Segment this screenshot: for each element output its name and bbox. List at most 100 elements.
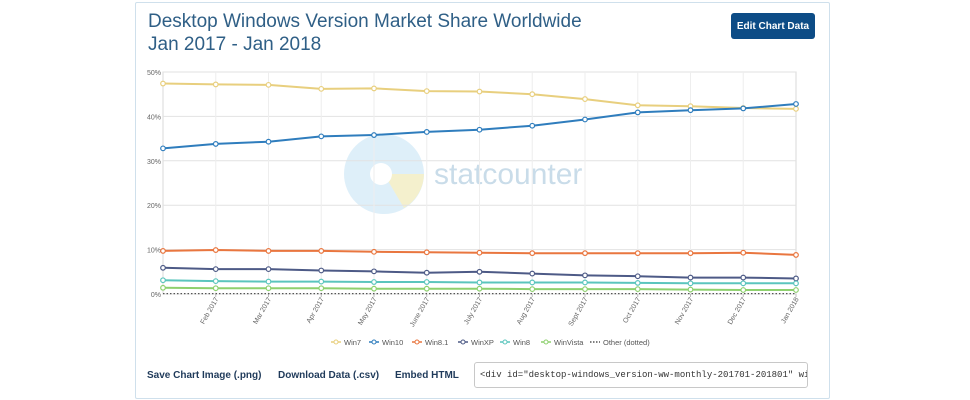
data-point[interactable] (212, 285, 219, 292)
data-point[interactable] (687, 274, 694, 281)
data-point[interactable] (582, 286, 588, 293)
data-point[interactable] (582, 96, 588, 102)
data-point[interactable] (371, 279, 377, 285)
data-point[interactable] (212, 266, 219, 273)
data-point[interactable] (793, 275, 799, 282)
embed-html-input[interactable]: <div id="desktop-windows_version-ww-mont… (474, 362, 808, 388)
legend-item[interactable]: Win10 (369, 338, 403, 347)
data-point[interactable] (476, 126, 483, 133)
statcounter-watermark: statcounter (344, 134, 582, 214)
data-point[interactable] (687, 107, 694, 114)
download-data-link[interactable]: Download Data (.csv) (278, 370, 380, 381)
data-point[interactable] (318, 85, 325, 92)
y-tick-label: 0% (151, 292, 161, 299)
data-point[interactable] (740, 287, 747, 293)
data-point[interactable] (582, 116, 588, 123)
data-point[interactable] (740, 274, 747, 281)
data-point[interactable] (793, 287, 799, 293)
legend-item[interactable]: Win8 (500, 338, 530, 347)
y-tick-label: 40% (147, 114, 161, 121)
data-point[interactable] (423, 269, 430, 276)
data-point[interactable] (423, 88, 430, 94)
data-point[interactable] (529, 91, 536, 98)
data-point[interactable] (476, 249, 483, 256)
data-point[interactable] (793, 101, 799, 107)
data-point[interactable] (318, 133, 325, 140)
data-point[interactable] (634, 286, 641, 293)
legend-item[interactable]: Win8.1 (412, 338, 448, 347)
data-point[interactable] (476, 268, 483, 275)
data-point[interactable] (740, 280, 747, 287)
data-point[interactable] (529, 286, 536, 293)
data-point[interactable] (687, 250, 694, 257)
legend-label: WinVista (554, 338, 584, 347)
data-point[interactable] (371, 132, 377, 138)
data-point[interactable] (212, 141, 219, 147)
data-point[interactable] (423, 285, 430, 292)
data-point[interactable] (634, 273, 641, 280)
data-point[interactable] (160, 277, 166, 284)
data-point[interactable] (371, 248, 377, 255)
data-point[interactable] (318, 278, 325, 285)
data-point[interactable] (793, 252, 799, 258)
data-point[interactable] (160, 145, 166, 152)
data-point[interactable] (265, 285, 272, 292)
legend-item[interactable]: Win7 (331, 338, 361, 347)
data-point[interactable] (529, 122, 536, 129)
data-point[interactable] (318, 248, 325, 254)
data-point[interactable] (423, 279, 430, 285)
data-point[interactable] (687, 286, 694, 293)
legend-item[interactable]: Other (dotted) (590, 338, 650, 347)
data-point[interactable] (529, 279, 536, 286)
data-point[interactable] (371, 85, 377, 92)
data-point[interactable] (423, 129, 430, 135)
data-point[interactable] (160, 80, 166, 87)
legend-label: WinXP (471, 338, 494, 347)
data-point[interactable] (371, 285, 377, 292)
data-point[interactable] (740, 105, 747, 112)
x-tick-label: Feb 2017 (200, 296, 221, 325)
save-chart-image-link[interactable]: Save Chart Image (.png) (147, 370, 262, 381)
data-point[interactable] (212, 247, 219, 253)
data-point[interactable] (793, 105, 799, 112)
edit-chart-data-button[interactable]: Edit Chart Data (731, 13, 815, 39)
data-point[interactable] (160, 248, 166, 254)
legend-item[interactable]: WinXP (458, 338, 494, 347)
data-point[interactable] (423, 249, 430, 256)
data-point[interactable] (476, 279, 483, 286)
data-point[interactable] (740, 249, 747, 256)
legend-marker (414, 339, 420, 345)
data-point[interactable] (634, 109, 641, 116)
data-point[interactable] (265, 248, 272, 254)
y-tick-label: 50% (147, 70, 161, 77)
data-point[interactable] (265, 266, 272, 273)
data-point[interactable] (265, 278, 272, 285)
data-point[interactable] (793, 280, 799, 287)
data-point[interactable] (529, 270, 536, 277)
data-point[interactable] (212, 278, 219, 285)
series-win8-1 (160, 247, 799, 258)
data-point[interactable] (687, 280, 694, 287)
data-point[interactable] (265, 138, 272, 145)
data-point[interactable] (529, 250, 536, 257)
data-point[interactable] (634, 102, 641, 109)
data-point[interactable] (582, 279, 588, 286)
data-point[interactable] (476, 88, 483, 95)
data-point[interactable] (212, 81, 219, 88)
legend-label: Other (dotted) (603, 338, 650, 347)
statcounter-logo-segment (384, 174, 424, 208)
data-point[interactable] (160, 264, 166, 271)
data-point[interactable] (371, 268, 377, 275)
data-point[interactable] (318, 285, 325, 292)
legend-item[interactable]: WinVista (541, 338, 584, 347)
data-point[interactable] (634, 250, 641, 257)
data-point[interactable] (265, 81, 272, 88)
data-point[interactable] (634, 280, 641, 286)
x-tick-label: June 2017 (409, 296, 431, 328)
data-point[interactable] (582, 272, 588, 279)
legend-marker (333, 339, 339, 345)
data-point[interactable] (476, 285, 483, 292)
data-point[interactable] (160, 284, 166, 291)
data-point[interactable] (582, 250, 588, 257)
data-point[interactable] (318, 267, 325, 274)
